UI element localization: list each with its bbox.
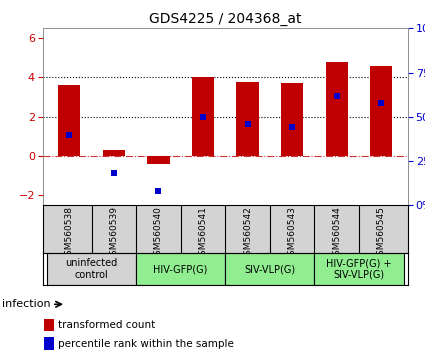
Bar <box>370 66 392 156</box>
Text: uninfected
control: uninfected control <box>65 258 118 280</box>
Bar <box>47 253 136 285</box>
Bar <box>281 84 303 156</box>
Bar <box>103 150 125 156</box>
Text: percentile rank within the sample: percentile rank within the sample <box>58 339 234 349</box>
Bar <box>236 82 259 156</box>
Bar <box>314 253 404 285</box>
Text: HIV-GFP(G) +
SIV-VLP(G): HIV-GFP(G) + SIV-VLP(G) <box>326 258 392 280</box>
Text: HIV-GFP(G): HIV-GFP(G) <box>153 264 208 274</box>
Text: infection: infection <box>2 299 51 309</box>
Bar <box>147 156 170 164</box>
Bar <box>44 319 54 331</box>
Bar <box>136 253 225 285</box>
Bar <box>44 337 54 350</box>
Bar <box>58 85 80 156</box>
Bar <box>326 62 348 156</box>
Bar <box>225 253 314 285</box>
Title: GDS4225 / 204368_at: GDS4225 / 204368_at <box>149 12 301 26</box>
Text: transformed count: transformed count <box>58 320 155 330</box>
Bar <box>192 78 214 156</box>
Text: SIV-VLP(G): SIV-VLP(G) <box>244 264 295 274</box>
